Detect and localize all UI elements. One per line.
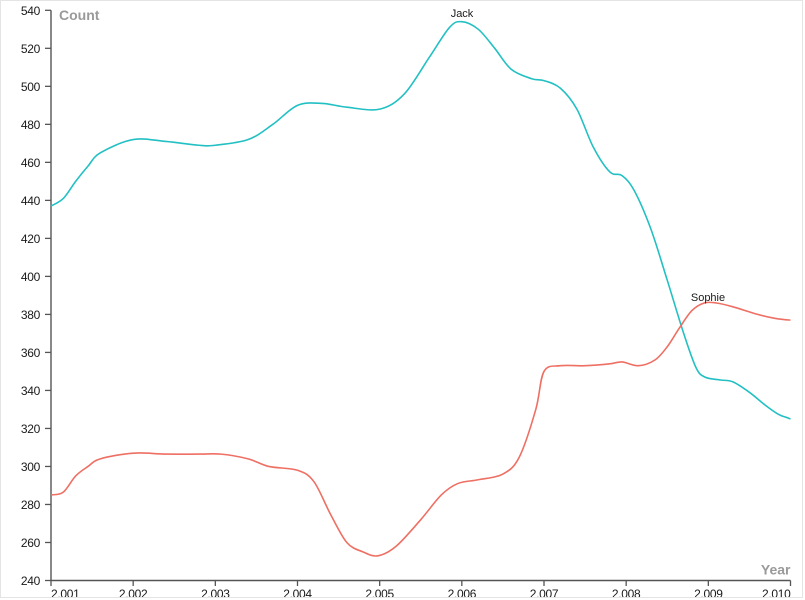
svg-text:2,002: 2,002 (119, 587, 148, 598)
svg-text:520: 520 (21, 42, 41, 56)
svg-text:280: 280 (21, 498, 41, 512)
svg-text:460: 460 (21, 156, 41, 170)
svg-text:Year: Year (761, 562, 791, 578)
svg-text:320: 320 (21, 422, 41, 436)
svg-text:300: 300 (21, 460, 41, 474)
svg-text:Sophie: Sophie (691, 292, 725, 304)
svg-text:2,008: 2,008 (612, 587, 641, 598)
svg-text:420: 420 (21, 232, 41, 246)
svg-text:2,006: 2,006 (448, 587, 477, 598)
svg-text:2,005: 2,005 (365, 587, 394, 598)
svg-text:240: 240 (21, 574, 41, 588)
svg-text:380: 380 (21, 308, 41, 322)
svg-text:340: 340 (21, 384, 41, 398)
svg-text:480: 480 (21, 118, 41, 132)
svg-text:2,001: 2,001 (51, 587, 80, 598)
svg-text:440: 440 (21, 194, 41, 208)
svg-text:Count: Count (59, 7, 100, 23)
svg-text:2,009: 2,009 (694, 587, 723, 598)
svg-text:2,007: 2,007 (530, 587, 559, 598)
svg-text:540: 540 (21, 4, 41, 18)
svg-text:260: 260 (21, 536, 41, 550)
svg-text:400: 400 (21, 270, 41, 284)
svg-text:2,010: 2,010 (762, 587, 791, 598)
svg-text:2,003: 2,003 (201, 587, 230, 598)
svg-text:500: 500 (21, 80, 41, 94)
svg-text:360: 360 (21, 346, 41, 360)
svg-text:Jack: Jack (451, 8, 474, 20)
svg-text:2,004: 2,004 (283, 587, 312, 598)
